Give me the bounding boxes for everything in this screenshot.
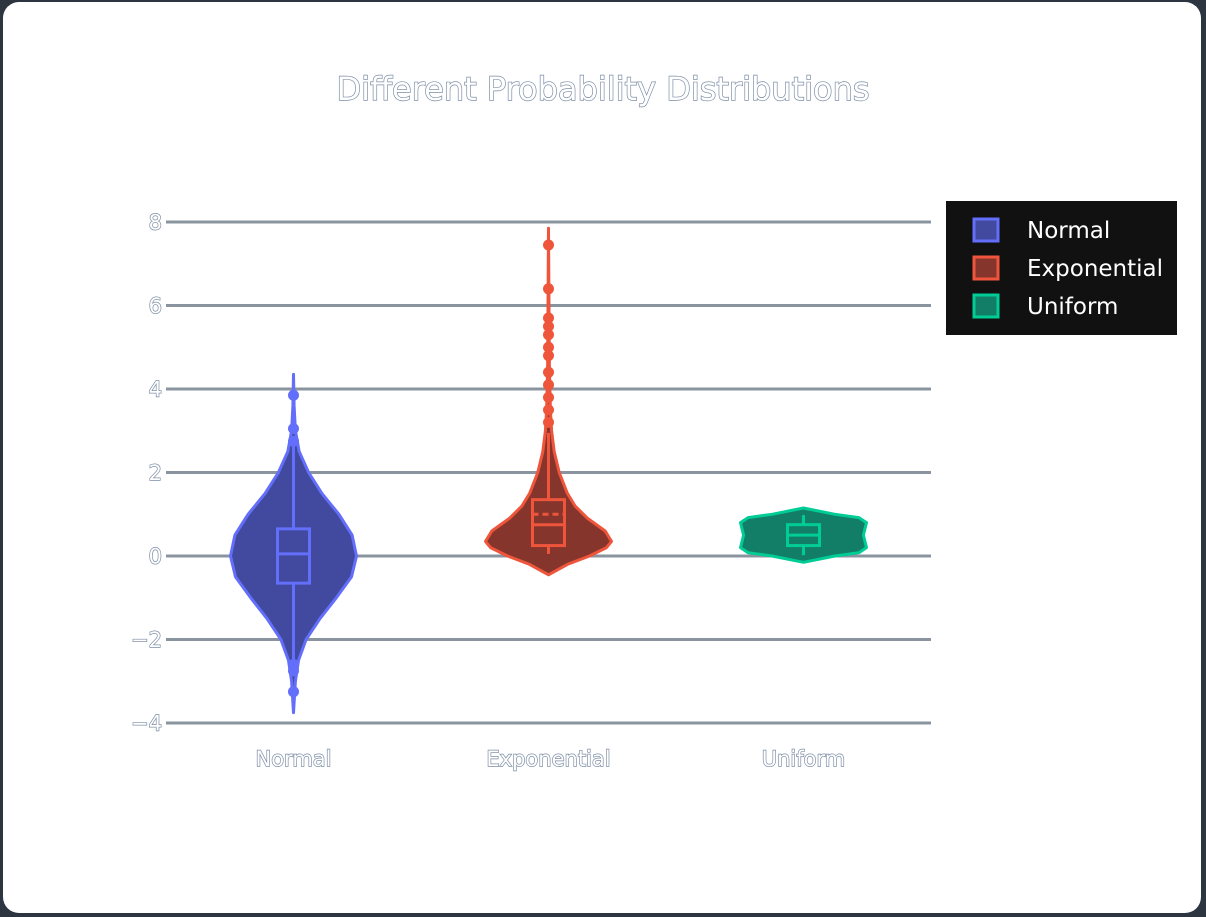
outlier-point	[543, 391, 554, 403]
outlier-point	[288, 435, 299, 447]
violin-exponential	[484, 226, 613, 577]
y-tick-label: 4	[149, 378, 162, 402]
outlier-point	[288, 686, 299, 698]
outlier-point	[543, 404, 554, 416]
x-tick-label: Uniform	[762, 747, 845, 771]
outlier-point	[288, 659, 299, 671]
y-tick-label: 8	[149, 211, 162, 235]
chart-card: Different Probability Distributions −4 −2…	[3, 2, 1201, 913]
legend-label: Normal	[1027, 218, 1110, 244]
y-tick-label: 0	[149, 545, 162, 569]
legend[interactable]: Normal Exponential Uniform	[946, 201, 1177, 335]
x-axis: Normal Exponential Uniform	[255, 746, 846, 771]
outlier-point	[543, 350, 554, 362]
outlier-point	[543, 320, 554, 332]
outlier-point	[543, 239, 554, 251]
outlier-point	[543, 366, 554, 378]
legend-swatch	[972, 293, 1000, 319]
chart-title: Different Probability Distributions	[336, 70, 869, 108]
y-tick-label: −4	[131, 712, 162, 736]
outlier-point	[288, 389, 299, 401]
y-tick-label: 6	[149, 294, 162, 318]
legend-swatch	[972, 255, 1000, 281]
box	[276, 527, 311, 585]
outlier-point	[543, 283, 554, 295]
violin-chart: Different Probability Distributions −4 −2…	[130, 69, 1177, 772]
violins	[229, 226, 868, 715]
box	[531, 498, 566, 548]
outlier-point	[288, 423, 299, 435]
outlier-point	[543, 379, 554, 391]
y-tick-label: −2	[131, 628, 162, 652]
outlier-point	[543, 416, 554, 428]
legend-label: Exponential	[1027, 256, 1163, 282]
outlier-point	[543, 329, 554, 341]
violin-normal	[229, 372, 358, 715]
violin-uniform	[739, 506, 868, 564]
outlier-point	[543, 312, 554, 324]
x-tick-label: Exponential	[486, 747, 610, 771]
violin-body	[229, 372, 358, 715]
legend-label: Uniform	[1027, 294, 1118, 320]
outlier-point	[543, 341, 554, 353]
legend-swatch	[972, 217, 1000, 243]
y-tick-label: 2	[149, 461, 162, 485]
x-tick-label: Normal	[256, 747, 332, 771]
y-axis: −4 −2 0 2 4 6 8	[130, 210, 162, 736]
